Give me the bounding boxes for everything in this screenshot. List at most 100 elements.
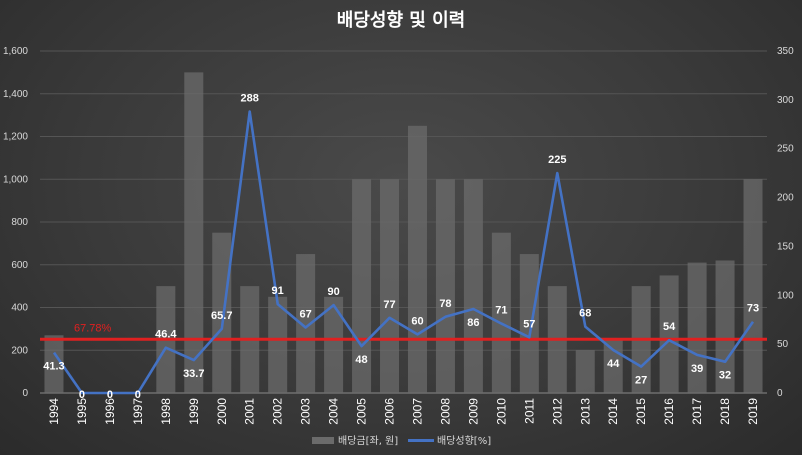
legend: 배당금[좌, 원] 배당성향[%] — [312, 435, 491, 447]
x-tick-label: 2009 — [466, 398, 480, 425]
x-tick-label: 2019 — [746, 398, 760, 425]
x-tick-label: 2012 — [550, 398, 564, 425]
data-label: 32 — [719, 370, 731, 382]
data-labels: 41.3 0 0 0 46.4 33.7 65.7 288 91 67 90 48 77 60 78 86 71… — [43, 93, 759, 401]
y-right-tick-label: 50 — [777, 339, 789, 350]
y-right-tick-label: 200 — [777, 193, 794, 204]
bar — [743, 179, 763, 393]
y-left-tick-label: 800 — [11, 217, 28, 228]
x-tick-label: 1996 — [103, 398, 117, 425]
x-tick-label: 2001 — [243, 398, 257, 425]
data-label: 41.3 — [43, 361, 64, 373]
x-tick-label: 1997 — [131, 398, 145, 425]
bar — [659, 275, 679, 393]
bar — [184, 72, 204, 393]
data-label: 67 — [300, 309, 312, 321]
data-label: 48 — [355, 354, 367, 366]
data-label: 71 — [495, 305, 507, 317]
x-tick-label: 2018 — [718, 398, 732, 425]
y-right-tick-label: 150 — [777, 241, 794, 252]
y-left-tick-label: 400 — [11, 303, 28, 314]
bar — [519, 254, 539, 393]
legend-bar-swatch — [312, 437, 334, 444]
bar — [212, 232, 232, 393]
x-tick-label: 2004 — [327, 398, 341, 425]
data-label: 288 — [241, 93, 259, 105]
data-label: 90 — [327, 286, 339, 298]
data-label: 46.4 — [155, 329, 177, 341]
data-label: 0 — [79, 389, 85, 401]
x-tick-label: 2005 — [355, 398, 369, 425]
y-left-tick-label: 1,600 — [3, 46, 28, 57]
bar — [435, 179, 455, 393]
legend-line-label: 배당성향[%] — [437, 435, 491, 447]
data-label: 54 — [663, 321, 676, 333]
line-series — [52, 110, 755, 395]
data-label: 27 — [635, 375, 647, 387]
x-axis: 1994 1995 1996 1997 1998 1999 2000 2001 2002 2003… — [47, 398, 760, 425]
bar — [296, 254, 316, 393]
x-tick-label: 2015 — [634, 398, 648, 425]
bar — [687, 262, 707, 393]
x-tick-label: 2010 — [494, 398, 508, 425]
bar — [463, 179, 483, 393]
bar — [44, 335, 64, 393]
x-tick-label: 2008 — [438, 398, 452, 425]
y-left-tick-label: 0 — [22, 388, 28, 399]
x-tick-label: 2007 — [410, 398, 424, 425]
data-label: 60 — [411, 315, 423, 327]
data-label: 73 — [747, 303, 759, 315]
x-tick-label: 1999 — [187, 398, 201, 425]
reference-line-label: 67.78% — [74, 322, 112, 334]
data-label: 0 — [135, 389, 141, 401]
data-label: 0 — [107, 389, 113, 401]
x-tick-label: 2003 — [299, 398, 313, 425]
data-label: 39 — [691, 363, 703, 375]
x-tick-label: 2002 — [271, 398, 285, 425]
bar — [324, 296, 344, 393]
data-label: 78 — [439, 298, 451, 310]
bar-series — [44, 72, 763, 393]
x-tick-label: 1998 — [159, 398, 173, 425]
x-tick-label: 2014 — [606, 398, 620, 425]
y-right-tick-label: 300 — [777, 95, 794, 106]
x-tick-label: 1995 — [75, 398, 89, 425]
data-label: 57 — [523, 318, 535, 330]
y-left-tick-label: 1,200 — [3, 132, 28, 143]
x-tick-label: 2013 — [578, 398, 592, 425]
bar — [268, 296, 288, 393]
data-label: 225 — [548, 154, 566, 166]
chart-title: 배당성향 및 이력 — [337, 10, 465, 31]
y-right-tick-label: 250 — [777, 144, 794, 155]
x-tick-label: 2000 — [215, 398, 229, 425]
legend-bar-label: 배당금[좌, 원] — [338, 435, 398, 447]
data-label: 44 — [607, 358, 620, 370]
grid — [40, 50, 767, 394]
x-tick-label: 2011 — [522, 398, 536, 424]
x-tick-label: 2006 — [383, 398, 397, 425]
x-tick-label: 2016 — [662, 398, 676, 425]
y-right-tick-label: 350 — [777, 46, 794, 57]
y-right-tick-label: 0 — [777, 388, 783, 399]
x-tick-label: 1994 — [47, 398, 61, 425]
bar — [491, 232, 511, 393]
y-left-tick-label: 600 — [11, 260, 28, 271]
bar — [407, 125, 427, 393]
y-left-tick-label: 1,000 — [3, 174, 28, 185]
y-axis-left: 0 200 400 600 800 1,000 1,200 1,400 1,600 — [3, 46, 28, 399]
x-tick-label: 2017 — [690, 398, 704, 425]
data-label: 91 — [272, 285, 284, 297]
data-label: 77 — [383, 299, 395, 311]
series-line — [52, 110, 755, 395]
y-axis-right: 0 50 100 150 200 250 300 350 — [777, 46, 794, 399]
data-label: 65.7 — [211, 310, 232, 322]
reference-line-group: 67.78% — [40, 322, 767, 341]
y-right-tick-label: 100 — [777, 290, 794, 301]
data-label: 86 — [467, 317, 479, 329]
data-label: 68 — [579, 308, 591, 320]
y-left-tick-label: 200 — [11, 345, 28, 356]
bar — [575, 350, 595, 393]
bar — [380, 179, 400, 393]
data-label: 33.7 — [183, 368, 204, 380]
